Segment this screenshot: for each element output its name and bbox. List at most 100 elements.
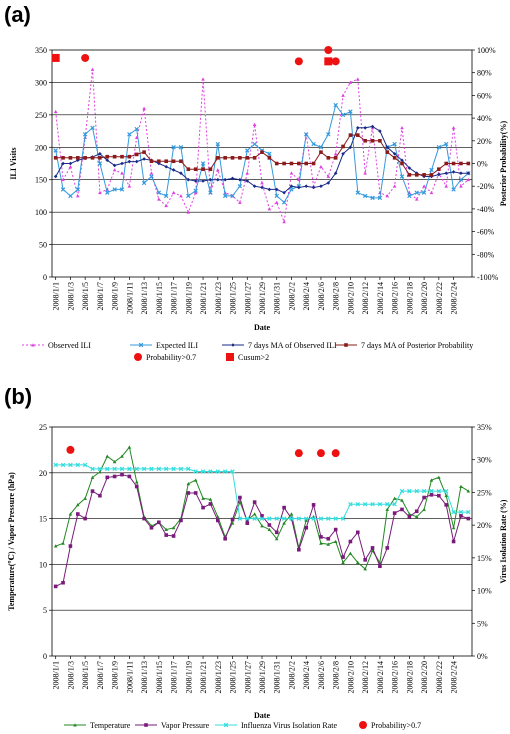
data-point [436, 145, 442, 150]
data-point [90, 489, 95, 493]
x-tick-label: 2008/1/19 [184, 661, 193, 693]
x-tick-label: 2008/1/29 [258, 282, 267, 314]
data-point [355, 560, 360, 565]
data-point [208, 190, 213, 195]
data-point [215, 141, 221, 147]
legend: Temperature Vapor Pressure Influenza Virus… [64, 721, 421, 730]
data-point [238, 177, 242, 182]
data-point [112, 154, 117, 159]
data-point [407, 166, 412, 170]
data-point [259, 516, 265, 521]
data-point [392, 184, 397, 188]
data-point [164, 203, 169, 208]
data-point [222, 469, 228, 474]
legend-label: Observed ILI [48, 341, 91, 350]
legend-swatch-marker [144, 723, 148, 727]
data-point [311, 503, 316, 507]
data-point [68, 161, 73, 166]
data-point [83, 496, 87, 500]
data-point [252, 516, 257, 521]
data-point [319, 535, 323, 539]
legend-swatch-marker [31, 343, 35, 347]
data-point [156, 466, 162, 472]
data-point [215, 177, 220, 182]
data-point [186, 466, 191, 472]
data-point [156, 190, 162, 195]
data-point [274, 200, 279, 204]
plot-frame [51, 49, 473, 278]
data-point [466, 516, 471, 521]
x-tick-label: 2008/2/8 [332, 661, 341, 689]
data-point [407, 512, 412, 516]
data-point [68, 544, 73, 548]
data-point [436, 488, 442, 494]
data-point [75, 194, 80, 198]
data-point [171, 190, 176, 195]
data-point [134, 126, 139, 132]
data-point [362, 193, 368, 199]
data-point [378, 564, 382, 569]
data-point [127, 445, 132, 449]
data-point [230, 193, 235, 199]
data-point [193, 478, 198, 482]
data-point [451, 161, 456, 166]
data-point [238, 156, 242, 160]
x-tick-label: 2008/1/7 [96, 661, 105, 689]
data-point [53, 156, 58, 160]
y-tick-label-right: 20% [477, 137, 492, 146]
data-point [60, 462, 66, 468]
data-point [459, 171, 463, 176]
data-point [134, 152, 139, 157]
data-point [134, 480, 139, 484]
data-point [53, 544, 58, 548]
data-point [267, 151, 272, 156]
legend-swatch-marker [231, 343, 235, 347]
series-line [55, 69, 469, 224]
data-point [466, 171, 471, 176]
data-point [392, 151, 397, 156]
data-point [333, 527, 338, 532]
y-tick-label-right: -100% [477, 273, 499, 282]
data-point [297, 161, 301, 166]
y-tick-label-left: 200 [35, 143, 47, 152]
x-tick-label: 2008/1/1 [52, 661, 61, 689]
data-point [68, 156, 73, 160]
data-point [333, 156, 338, 160]
data-point [163, 466, 169, 472]
data-point [274, 530, 279, 535]
x-tick-label: 2008/1/15 [155, 661, 164, 693]
data-point [208, 469, 213, 474]
x-axis-title: Date [254, 323, 270, 332]
x-tick-label: 2008/1/11 [125, 282, 134, 314]
data-point [326, 181, 331, 185]
data-point [193, 469, 198, 474]
data-point [304, 518, 309, 522]
y-axis-title-left: ILI Visits [9, 147, 18, 179]
x-tick-label: 2008/1/3 [66, 282, 75, 310]
x-tick-label: 2008/1/17 [170, 282, 179, 314]
data-point [326, 156, 331, 160]
data-point [377, 195, 383, 201]
data-point [53, 148, 58, 153]
data-point [370, 195, 375, 201]
x-tick-label: 2008/1/17 [170, 661, 179, 693]
data-point [333, 102, 338, 108]
data-point [142, 106, 146, 110]
x-tick-label: 2008/2/14 [376, 661, 385, 693]
data-point [60, 187, 66, 192]
legend-label: Vapor Pressure [161, 721, 210, 730]
data-point [61, 156, 65, 160]
series-expected-ili [53, 102, 471, 205]
data-point [97, 466, 103, 472]
y-tick-label-right: 30% [477, 456, 492, 465]
x-tick-label: 2008/1/7 [96, 282, 105, 310]
data-point [141, 466, 147, 472]
data-point [267, 523, 272, 527]
data-point [149, 525, 154, 530]
data-point [252, 500, 257, 504]
data-point [245, 516, 250, 521]
data-point [319, 150, 323, 154]
data-point [267, 156, 272, 160]
data-point [61, 177, 65, 182]
